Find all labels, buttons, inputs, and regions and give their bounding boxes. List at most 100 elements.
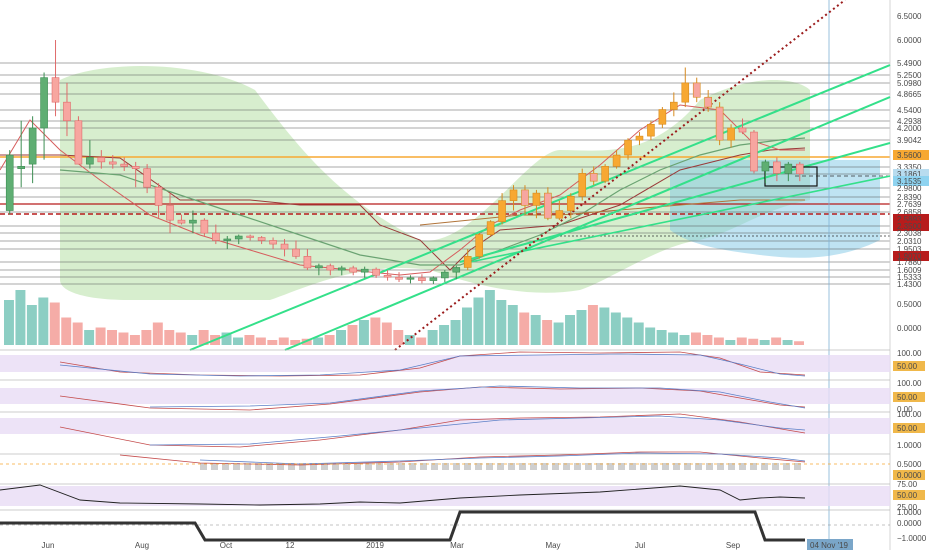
- volume-bar: [519, 312, 530, 345]
- macd-bar: [244, 463, 251, 470]
- volume-bar: [736, 337, 747, 345]
- candle-body: [521, 189, 529, 206]
- volume-bar: [107, 330, 117, 345]
- osc-axis-label: 100.00: [897, 410, 922, 419]
- macd-bar: [574, 463, 581, 470]
- macd-bar: [255, 463, 262, 470]
- volume-bar: [278, 337, 289, 345]
- price-label-text: 2.9800: [897, 184, 922, 193]
- price-axis-label: 2.6858: [897, 208, 922, 217]
- volume-bar: [794, 341, 804, 345]
- price-label-text: 2.8390: [897, 193, 922, 202]
- price-label-text: 5.2500: [897, 71, 922, 80]
- volume-bar: [450, 320, 461, 345]
- osc-label-bg: [893, 423, 925, 433]
- candle-body: [589, 173, 598, 182]
- candle-body: [383, 274, 392, 278]
- osc-label-text: 100.00: [897, 410, 922, 419]
- macd-bar: [222, 463, 229, 470]
- price-axis-label: 4.2000: [897, 124, 922, 133]
- candle-body: [441, 271, 449, 279]
- osc-label-bg: [893, 490, 925, 500]
- osc-label-text: 0.00: [897, 405, 913, 414]
- candle-body: [131, 166, 140, 169]
- kijun-line: [0, 147, 806, 271]
- price-label-text: 1.5333: [897, 273, 922, 282]
- price-axis-label: 2.8390: [897, 193, 922, 202]
- macd-bar: [717, 463, 724, 470]
- osc-axis-label: 75.00: [897, 480, 918, 489]
- macd-bar: [387, 463, 394, 470]
- candle-body: [761, 161, 770, 172]
- price-label-text: 3.9042: [897, 136, 922, 145]
- osc-label-text: 100.00: [897, 379, 922, 388]
- candle-body: [246, 235, 254, 238]
- time-axis-label: 12: [286, 541, 295, 550]
- macd-bar: [684, 463, 691, 470]
- price-label-text: 1.9070: [897, 252, 922, 261]
- price-label-text: 2.5893: [897, 215, 922, 224]
- volume-bar: [370, 317, 381, 345]
- osc-axis-label: 1.0000: [897, 508, 922, 517]
- macd-bar: [772, 463, 779, 470]
- signal-step-line: [0, 510, 805, 542]
- time-axis-label: Jun: [42, 541, 55, 550]
- macd-bar: [277, 463, 284, 470]
- candle-body: [63, 101, 71, 122]
- price-label-text: 5.4900: [897, 59, 922, 68]
- rsi-line-2: [59, 353, 806, 377]
- macd-bar: [541, 463, 548, 470]
- price-axis-label: 1.9070: [893, 251, 929, 261]
- candle-body: [544, 192, 552, 219]
- volume-bar: [645, 327, 656, 345]
- tenkan-line: [0, 104, 805, 276]
- osc-axis-label: 0.5000: [897, 460, 922, 469]
- macd-bar: [475, 463, 482, 470]
- macd-bar: [750, 463, 757, 470]
- trend-line: [189, 64, 891, 351]
- osc-label-text: 75.00: [897, 480, 918, 489]
- price-label-text: 3.5600: [897, 151, 922, 160]
- macd-bar: [530, 463, 537, 470]
- candle-body: [475, 234, 483, 257]
- osc-label-bg: [893, 361, 925, 371]
- macd-bar: [431, 463, 438, 470]
- volume-bar: [95, 327, 106, 345]
- volume-bar: [404, 335, 415, 345]
- price-label-text: 6.0000: [897, 36, 922, 45]
- price-label-text: 6.5000: [897, 12, 922, 21]
- forecast-area: [670, 160, 880, 258]
- time-axis: Jun Aug Oct 12 2019 Mar May Jul Sep 04 Nov '19: [42, 539, 853, 550]
- volume-bar: [782, 340, 793, 345]
- macd-bar: [288, 463, 295, 470]
- macd-bar: [596, 463, 603, 470]
- candle-body: [269, 240, 277, 245]
- price-axis-label: 1.4300: [897, 280, 922, 289]
- macd-bar: [662, 463, 669, 470]
- macd-bar: [354, 463, 361, 470]
- macd-bar: [651, 463, 658, 470]
- volume-bar: [15, 290, 26, 345]
- price-label-bg: [893, 221, 929, 231]
- candle-body: [292, 248, 300, 257]
- price-axis-label: 4.5400: [897, 106, 922, 115]
- volume-bar: [221, 332, 232, 345]
- macd-bar: [607, 463, 614, 470]
- volume-bar: [244, 335, 255, 345]
- osc-label-text: 0.0000: [897, 471, 922, 480]
- macd-bar: [552, 463, 559, 470]
- osc-label-text: 50.00: [897, 491, 918, 500]
- candle-body: [670, 101, 678, 110]
- volume-bar: [255, 337, 266, 345]
- time-axis-label: Sep: [726, 541, 741, 550]
- oscillator-band: [0, 355, 890, 372]
- macd-bar: [332, 463, 339, 470]
- price-label-text: 3.1535: [897, 177, 922, 186]
- macd-bar: [783, 463, 790, 470]
- volume-bar: [152, 322, 163, 345]
- osc-axis-label: 0.00: [897, 405, 913, 414]
- volume-bar: [175, 332, 186, 345]
- macd-bar: [640, 463, 647, 470]
- price-label-text: 1.6009: [897, 266, 922, 275]
